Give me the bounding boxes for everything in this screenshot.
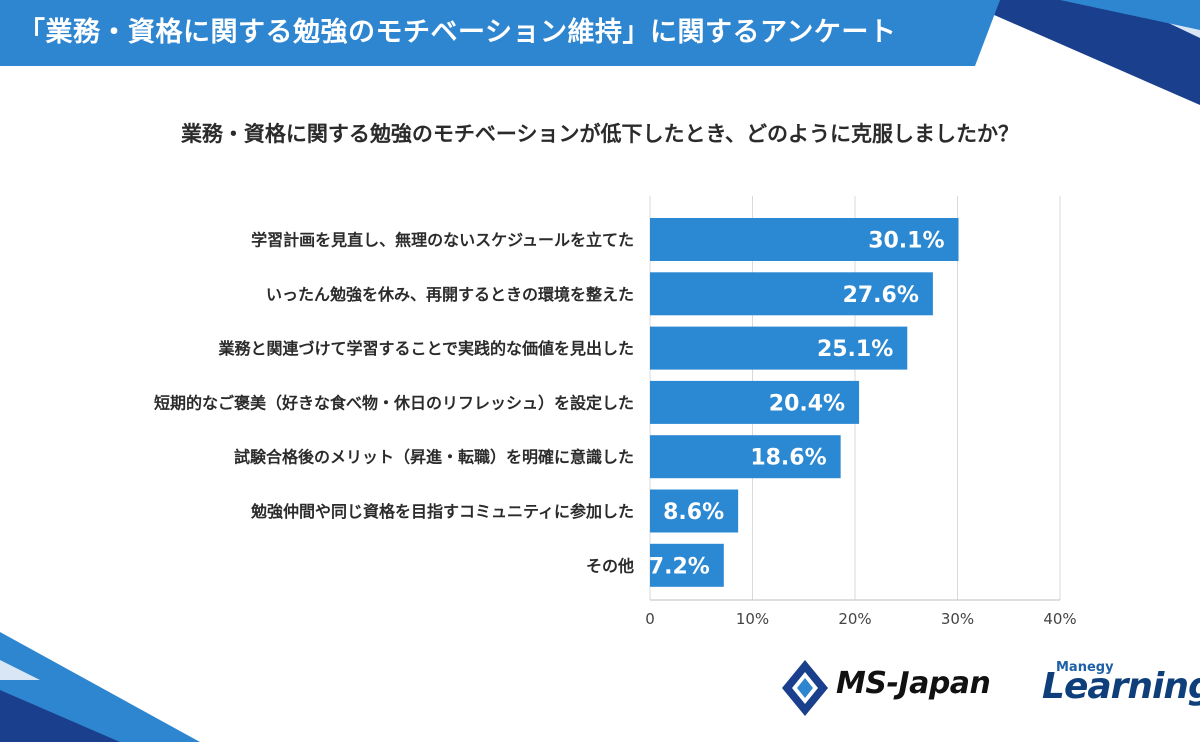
x-tick-label: 40% (1043, 610, 1076, 628)
x-tick-label: 0 (645, 610, 655, 628)
bottom-left-stripe-dark (0, 690, 120, 742)
category-label: いったん勉強を休み、再開するときの環境を整えた (266, 285, 634, 304)
category-label: 短期的なご褒美（好きな食べ物・休日のリフレッシュ）を設定した (154, 393, 634, 412)
bottom-left-stripe-light (0, 660, 40, 680)
data-label: 27.6% (843, 283, 919, 308)
x-tick-label: 10% (736, 610, 769, 628)
top-right-stripe-dark (960, 0, 1200, 105)
data-label: 20.4% (769, 391, 845, 416)
bar (650, 218, 959, 261)
learning-logo-small-text: Manegy (1056, 660, 1114, 675)
category-label: 試験合格後のメリット（昇進・転職）を明確に意識した (234, 448, 634, 467)
data-label: 18.6% (750, 446, 826, 471)
x-tick-label: 20% (838, 610, 871, 628)
header-title: 「業務・資格に関する勉強のモチベーション維持」に関するアンケート (18, 17, 897, 48)
bar (650, 326, 908, 370)
header-banner (0, 0, 1000, 66)
bar (650, 435, 841, 479)
top-right-stripe-blue (1060, 0, 1200, 30)
bar (650, 489, 739, 533)
bar (650, 543, 724, 587)
category-label: その他 (586, 556, 634, 575)
data-label: 30.1% (868, 229, 944, 254)
logo-area: MS-Japan Manegy Learning (780, 656, 1200, 726)
survey-question: 業務・資格に関する勉強のモチベーションが低下したとき、どのように克服しましたか？ (180, 122, 1020, 146)
data-label: 8.6% (663, 500, 724, 525)
data-label: 7.2% (649, 554, 710, 579)
bar (650, 380, 860, 424)
ms-japan-logo-text: MS-Japan (836, 666, 991, 701)
ms-japan-logo-icon (782, 660, 828, 716)
x-tick-label: 30% (941, 610, 974, 628)
category-label: 業務と関連づけて学習することで実践的な価値を見出した (217, 339, 634, 358)
category-label: 学習計画を見直し、無理のないスケジュールを立てた (251, 231, 634, 250)
data-label: 25.1% (817, 337, 893, 362)
bar (650, 272, 933, 316)
category-label: 勉強仲間や同じ資格を目指すコミュニティに参加した (250, 502, 634, 521)
learning-logo-text: Learning (1042, 666, 1200, 707)
